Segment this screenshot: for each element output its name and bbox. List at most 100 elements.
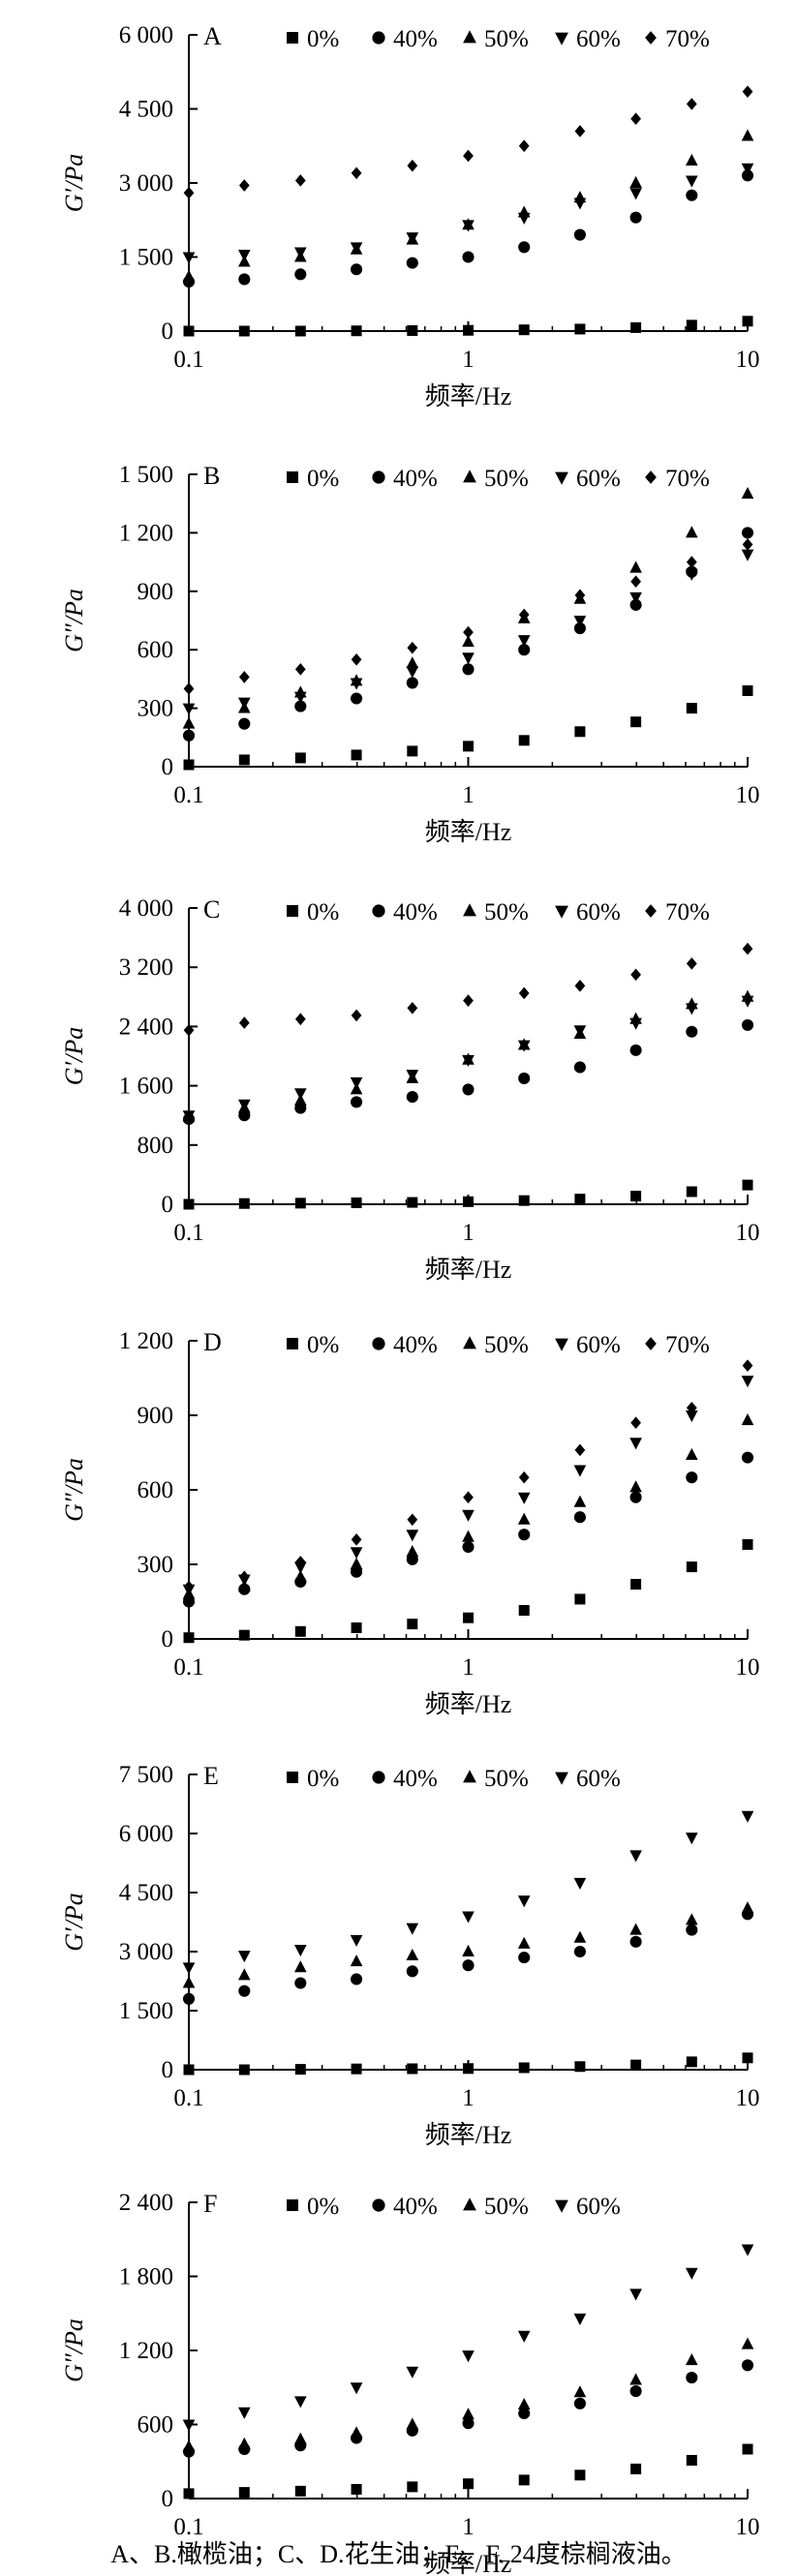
data-point [294, 663, 306, 676]
data-point [741, 527, 754, 539]
data-point [462, 1959, 475, 1972]
legend-label: 40% [393, 26, 438, 52]
data-point [238, 1197, 250, 1209]
data-point [183, 1632, 195, 1644]
legend-marker [372, 470, 385, 484]
legend-marker [555, 32, 568, 45]
data-point [182, 2440, 196, 2452]
data-point [182, 1110, 196, 1123]
data-point [350, 1547, 363, 1560]
data-point [293, 1088, 307, 1101]
data-point [630, 321, 642, 333]
data-point [629, 175, 642, 188]
y-tick-label: 600 [138, 2412, 174, 2439]
data-point [686, 2056, 697, 2068]
x-tick-label: 1 [462, 1654, 475, 1681]
y-axis-label: G′/Pa [60, 154, 88, 213]
data-point [294, 1556, 306, 1568]
data-point [182, 729, 196, 742]
legend-marker [287, 2199, 298, 2211]
data-point [629, 2373, 642, 2385]
y-tick-label: 2 400 [119, 1014, 173, 1040]
data-point [237, 2437, 251, 2449]
y-tick-label: 1 200 [119, 520, 173, 546]
data-point [573, 1025, 587, 1038]
data-point [351, 652, 362, 666]
y-tick-label: 0 [162, 1626, 174, 1652]
data-point [741, 1810, 754, 1823]
data-point [629, 598, 642, 611]
legend-label: 50% [484, 466, 529, 492]
data-point [463, 994, 474, 1007]
data-point [573, 2313, 587, 2325]
legend-marker [372, 31, 385, 45]
data-point [518, 1604, 530, 1616]
legend-marker [463, 1336, 476, 1349]
data-point [463, 1491, 474, 1504]
data-point [350, 1955, 363, 1967]
data-point [629, 1480, 642, 1493]
legend-label: 60% [576, 26, 621, 52]
data-point [742, 316, 753, 327]
data-point [406, 257, 418, 269]
data-point [350, 678, 363, 690]
data-point [685, 1003, 698, 1015]
y-tick-label: 1 500 [119, 1998, 173, 2024]
data-point [742, 1179, 753, 1191]
data-point [517, 212, 531, 225]
legend-marker [372, 2198, 385, 2212]
y-axis-label: G″/Pa [60, 2318, 88, 2382]
data-point [351, 1533, 362, 1546]
data-point [685, 526, 698, 538]
figure-caption: A、B.橄榄油；C、D.花生油；E、F. 24度棕榈液油。 [110, 2540, 687, 2568]
y-tick-label: 4 500 [119, 97, 173, 123]
data-point [182, 1992, 196, 2005]
data-point [351, 2063, 362, 2075]
data-point [630, 2463, 642, 2474]
data-point [238, 273, 251, 286]
data-point [183, 325, 195, 337]
data-point [518, 1195, 530, 1206]
data-point [462, 2417, 475, 2430]
data-point [518, 1529, 531, 1541]
data-point [350, 2426, 363, 2439]
data-point [742, 85, 753, 98]
data-point [629, 591, 642, 604]
data-point [294, 1197, 306, 1209]
data-point [294, 268, 307, 281]
legend-label: 0% [307, 26, 339, 52]
data-point [685, 175, 698, 188]
data-point [629, 1044, 642, 1056]
legend-marker [555, 471, 568, 485]
data-point [462, 1911, 475, 1924]
data-point [518, 608, 530, 621]
y-tick-label: 0 [162, 2057, 174, 2083]
legend-marker [463, 1770, 476, 1783]
data-point [238, 1016, 250, 1029]
data-point [573, 1061, 586, 1074]
data-point [407, 1001, 418, 1015]
data-point [518, 735, 530, 746]
data-point [294, 2485, 306, 2497]
x-tick-label: 10 [736, 1220, 760, 1246]
data-point [463, 2478, 474, 2490]
data-point [741, 1376, 754, 1388]
data-point [518, 2474, 530, 2486]
data-point [629, 1935, 642, 1948]
data-point [294, 174, 306, 187]
data-point [351, 1096, 363, 1108]
data-point [462, 652, 475, 665]
y-tick-label: 0 [162, 318, 174, 345]
data-point [686, 1401, 697, 1414]
data-point [518, 644, 531, 656]
x-axis-label: 频率/Hz [425, 2121, 512, 2149]
data-point [686, 1924, 698, 1936]
legend-label: 40% [393, 1766, 438, 1792]
data-point [574, 2061, 586, 2073]
legend-marker [555, 2199, 568, 2213]
data-point [463, 1196, 474, 1207]
legend-marker [645, 470, 657, 484]
data-point [293, 691, 307, 704]
x-tick-label: 1 [462, 2514, 475, 2540]
data-point [183, 1580, 195, 1593]
